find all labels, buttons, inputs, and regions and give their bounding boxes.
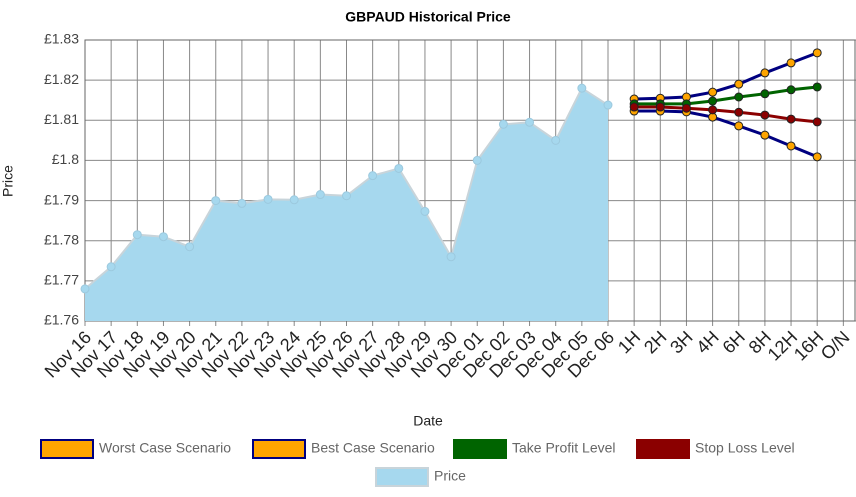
- series-marker: [786, 141, 796, 151]
- chart-title: GBPAUD Historical Price: [345, 9, 511, 25]
- legend-swatch: [453, 439, 507, 459]
- price-marker: [577, 83, 587, 93]
- y-tick-label: £1.8: [52, 151, 79, 167]
- series-marker: [708, 87, 718, 97]
- series-marker: [812, 117, 822, 127]
- series-marker: [760, 130, 770, 140]
- series-marker: [786, 58, 796, 68]
- price-marker: [132, 230, 142, 240]
- series-marker: [708, 96, 718, 106]
- series-marker: [681, 103, 691, 113]
- y-tick-label: £1.78: [44, 231, 79, 247]
- price-marker: [342, 191, 351, 201]
- y-tick-label: £1.79: [44, 191, 79, 207]
- series-marker: [655, 102, 665, 112]
- legend-label: Take Profit Level: [512, 440, 616, 456]
- y-axis-label: Price: [0, 165, 16, 197]
- price-marker: [289, 195, 299, 205]
- price-marker: [603, 100, 613, 110]
- price-marker: [420, 206, 430, 216]
- legend-swatch: [375, 467, 429, 487]
- series-marker: [786, 85, 796, 95]
- price-marker: [368, 171, 378, 181]
- series-marker: [812, 152, 822, 162]
- price-marker: [525, 117, 535, 127]
- series-marker: [734, 107, 744, 117]
- series-marker: [760, 89, 770, 99]
- price-marker: [498, 119, 508, 129]
- legend-label: Price: [434, 468, 466, 484]
- series-marker: [734, 92, 744, 102]
- legend-label: Worst Case Scenario: [99, 440, 231, 456]
- y-tick-label: £1.77: [44, 272, 79, 288]
- series-marker: [734, 79, 744, 89]
- series-marker: [786, 114, 796, 124]
- price-marker: [446, 252, 456, 262]
- x-axis-label: Date: [413, 413, 443, 429]
- price-marker: [394, 163, 404, 173]
- series-marker: [734, 121, 744, 131]
- price-marker: [263, 194, 273, 204]
- y-tick-label: £1.81: [44, 111, 79, 127]
- price-marker: [472, 155, 482, 165]
- legend-swatch: [252, 439, 306, 459]
- series-marker: [629, 102, 639, 112]
- x-tick-label: O/N: [817, 327, 854, 364]
- series-marker: [760, 68, 770, 78]
- price-marker: [158, 232, 168, 242]
- y-tick-label: £1.82: [44, 71, 79, 87]
- legend-swatch: [636, 439, 690, 459]
- price-area: [85, 88, 608, 322]
- series-marker: [812, 48, 822, 58]
- y-tick-label: £1.83: [44, 31, 79, 47]
- series-marker: [708, 105, 718, 115]
- price-marker: [237, 198, 247, 208]
- series-marker: [812, 82, 822, 92]
- y-tick-label: £1.76: [44, 312, 79, 328]
- price-marker: [211, 196, 221, 206]
- price-marker: [106, 262, 116, 272]
- price-marker: [80, 284, 90, 294]
- price-marker: [185, 242, 195, 252]
- legend-label: Best Case Scenario: [311, 440, 435, 456]
- series-marker: [760, 110, 770, 120]
- price-marker: [551, 135, 561, 145]
- legend-label: Stop Loss Level: [695, 440, 795, 456]
- legend-swatch: [40, 439, 94, 459]
- price-marker: [315, 190, 325, 200]
